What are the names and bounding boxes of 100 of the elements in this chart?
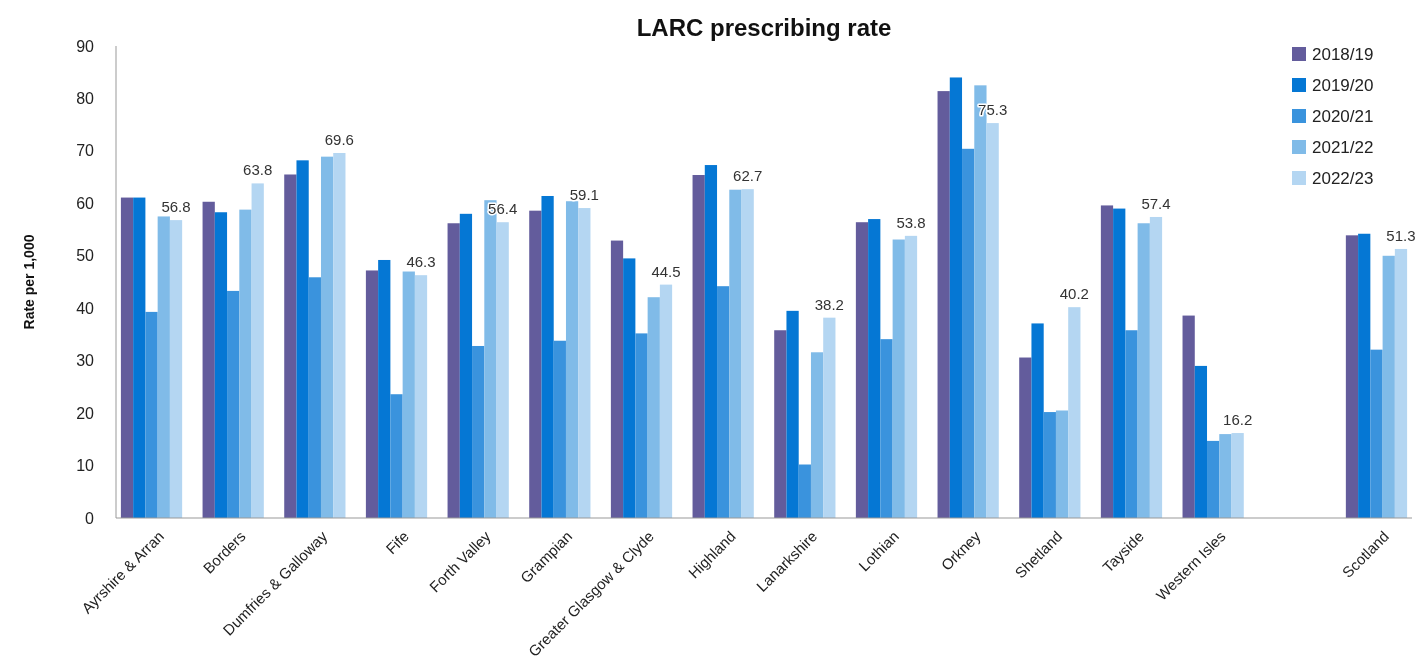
bar: [1194, 365, 1208, 518]
bar: [578, 208, 591, 518]
data-label: 38.2: [814, 295, 844, 313]
bar: [880, 339, 893, 518]
bar: [823, 317, 836, 518]
bar: [214, 212, 228, 518]
bar: [402, 271, 415, 518]
bar: [1043, 412, 1056, 518]
bar: [239, 209, 252, 518]
bar: [1055, 410, 1069, 518]
bar: [1068, 307, 1081, 518]
legend-label: 2018/19: [1312, 44, 1374, 64]
data-label: 63.8: [243, 161, 273, 179]
y-tick-label: 60: [76, 194, 95, 212]
bar: [365, 270, 379, 518]
y-tick-label: 0: [85, 509, 95, 527]
bar: [741, 189, 754, 518]
bar: [692, 175, 705, 518]
bar: [308, 277, 321, 518]
y-tick-label: 40: [76, 299, 95, 317]
bar: [704, 165, 718, 518]
bar: [1019, 357, 1032, 518]
data-label: 53.8: [896, 213, 926, 231]
bar: [1358, 233, 1371, 518]
data-label: 56.8: [161, 198, 191, 216]
bar: [868, 219, 881, 518]
bar: [1182, 315, 1195, 518]
bar: [133, 197, 146, 518]
data-label: 46.3: [406, 253, 436, 271]
bar: [553, 340, 566, 518]
data-label: 40.2: [1059, 285, 1089, 303]
bar: [414, 275, 428, 518]
bar: [459, 213, 473, 518]
data-label: 69.6: [324, 130, 354, 148]
bar: [320, 156, 334, 518]
data-label: 59.1: [569, 186, 599, 204]
data-label: 62.7: [733, 167, 763, 185]
bar: [296, 160, 309, 518]
bar: [202, 201, 215, 518]
bar: [227, 290, 240, 518]
y-tick-label: 50: [76, 247, 95, 265]
bar: [810, 352, 824, 518]
bar: [1345, 235, 1359, 518]
bar: [647, 297, 660, 518]
x-tick-label: Fife: [382, 527, 413, 558]
bar: [1394, 248, 1408, 518]
bar: [120, 197, 134, 518]
bar: [729, 189, 742, 518]
bar: [251, 183, 264, 518]
bar: [169, 220, 183, 518]
bar: [635, 333, 648, 518]
chart-title: LARC prescribing rate: [636, 14, 892, 41]
bar: [157, 216, 170, 518]
bar: [623, 258, 636, 518]
bar: [798, 464, 811, 518]
bar: [1207, 440, 1220, 518]
bar: [1113, 208, 1126, 518]
y-tick-label: 70: [76, 142, 95, 160]
bar: [1031, 323, 1044, 518]
bar: [717, 286, 730, 518]
legend-label: 2020/21: [1312, 106, 1374, 126]
bar: [496, 222, 509, 518]
y-tick-label: 10: [76, 457, 95, 475]
bar: [659, 284, 673, 518]
bar: [786, 310, 799, 518]
legend-label: 2019/20: [1312, 75, 1374, 95]
bar: [378, 259, 391, 518]
bar: [284, 174, 297, 518]
bar: [949, 77, 963, 518]
legend-label: 2022/23: [1312, 168, 1374, 188]
bar: [937, 91, 950, 518]
bar: [333, 152, 346, 518]
bar: [855, 222, 869, 518]
legend-label: 2021/22: [1312, 137, 1374, 157]
bar: [1137, 223, 1150, 518]
data-label: 57.4: [1141, 194, 1171, 212]
bar: [390, 394, 403, 518]
bar: [904, 235, 918, 518]
bar: [986, 123, 999, 518]
y-axis-title: Rate per 1,000: [21, 234, 37, 330]
bar: [774, 330, 787, 518]
bar: [447, 223, 460, 518]
bar: [1219, 434, 1232, 518]
bar: [1125, 330, 1138, 518]
data-label: 51.3: [1386, 226, 1416, 244]
bar: [1100, 205, 1114, 518]
bar: [472, 345, 485, 518]
data-label: 44.5: [651, 262, 681, 280]
bar: [892, 239, 905, 518]
data-label: 16.2: [1223, 411, 1253, 429]
y-tick-label: 80: [76, 90, 95, 108]
bar: [145, 311, 158, 518]
bar: [541, 195, 554, 518]
bar: [962, 148, 975, 518]
y-tick-label: 20: [76, 404, 95, 422]
y-tick-label: 90: [76, 37, 95, 55]
y-tick-label: 30: [76, 352, 95, 370]
bar: [529, 210, 542, 518]
bar: [1231, 433, 1244, 518]
bar: [610, 240, 624, 518]
